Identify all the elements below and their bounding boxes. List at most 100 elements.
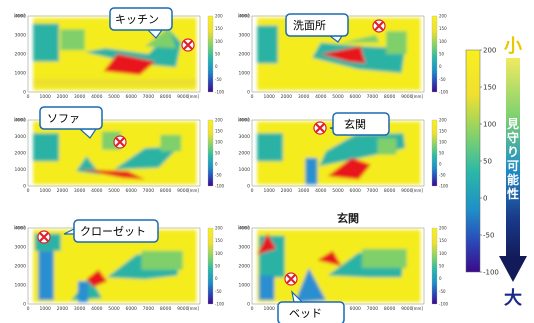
y-tick-label: 0 xyxy=(247,90,250,96)
y-tick-label: 4000 xyxy=(239,14,251,20)
x-tick-label: 7000 xyxy=(143,306,155,312)
arrow-shaft xyxy=(506,58,520,258)
panel-colorbar-tick: -50 xyxy=(439,77,446,82)
x-tick-label: 0 xyxy=(251,306,254,312)
region-red xyxy=(86,269,108,287)
y-tick-label: 4000 xyxy=(15,118,27,124)
region-green xyxy=(141,250,183,270)
x-tick-label: 9000 xyxy=(177,94,189,100)
region-blue xyxy=(38,250,54,301)
x-tick-label: 2000 xyxy=(57,94,69,100)
x-tick-label: 2000 xyxy=(57,306,69,312)
y-tick-label: 3000 xyxy=(239,245,251,251)
panel-colorbar-tick: 0 xyxy=(439,162,442,167)
panel-colorbar-tick: -100 xyxy=(215,90,225,95)
region-red xyxy=(327,157,371,180)
panel-colorbar-tick: -50 xyxy=(439,173,446,178)
panel-colorbar-tick: 0 xyxy=(439,64,442,69)
panel-colorbar-tick: 200 xyxy=(215,14,223,19)
panel-colorbar-tick: 200 xyxy=(215,226,223,231)
region-blue xyxy=(295,267,326,303)
x-tick-label: 8000 xyxy=(160,188,172,194)
x-unit-label: [mm] xyxy=(412,94,423,99)
region-green xyxy=(145,27,176,49)
y-tick-label: 0 xyxy=(247,302,250,308)
panel-colorbar xyxy=(431,119,438,187)
panel-colorbar-tick: -100 xyxy=(439,90,449,95)
x-tick-label: 5000 xyxy=(108,306,120,312)
legend-bottom-label: 大 xyxy=(504,287,522,309)
y-tick-label: 2000 xyxy=(15,264,27,270)
y-tick-label: 2000 xyxy=(15,52,27,58)
y-tick-label: 4000 xyxy=(239,118,251,124)
region-teal xyxy=(33,133,59,162)
panel-colorbar-tick: 50 xyxy=(215,151,221,156)
y-tick-label: 1000 xyxy=(239,283,251,289)
x-tick-label: 4000 xyxy=(315,188,327,194)
colorbar-tick-label: 50 xyxy=(483,158,492,166)
y-tick-label: 3000 xyxy=(239,134,251,140)
x-tick-label: 1000 xyxy=(39,306,51,312)
y-unit-label: [mm] xyxy=(238,225,249,230)
panel-colorbar-tick: 0 xyxy=(215,162,218,167)
callout-label: ソファ xyxy=(47,112,80,125)
region-blue xyxy=(77,281,89,303)
x-tick-label: 8000 xyxy=(384,94,396,100)
x-tick-label: 4000 xyxy=(315,94,327,100)
panel-colorbar-tick: 50 xyxy=(215,264,221,269)
panel-colorbar-tick: 150 xyxy=(439,26,447,31)
x-tick-label: 8000 xyxy=(160,306,172,312)
panel-colorbar-tick: -100 xyxy=(439,302,449,307)
x-tick-label: 9000 xyxy=(401,94,413,100)
y-unit-label: [mm] xyxy=(238,117,249,122)
heatmap-field xyxy=(257,17,421,91)
x-tick-label: 3000 xyxy=(298,188,310,194)
x-tick-label: 9000 xyxy=(401,188,413,194)
legend-axis-label-char: 性 xyxy=(506,186,519,201)
x-tick-label: 9000 xyxy=(401,306,413,312)
heatmap-field xyxy=(257,121,421,185)
region-red xyxy=(320,46,366,64)
x-tick-label: 0 xyxy=(27,94,30,100)
x-tick-label: 3000 xyxy=(74,306,86,312)
arrow-head xyxy=(499,256,527,282)
x-tick-label: 6000 xyxy=(349,188,361,194)
y-tick-label: 0 xyxy=(247,184,250,190)
y-tick-label: 4000 xyxy=(239,226,251,232)
panel-colorbar-tick: 200 xyxy=(439,118,447,123)
colorbar-tick-label: -100 xyxy=(483,269,499,277)
marker-cross xyxy=(286,274,296,284)
callout-box xyxy=(332,112,390,136)
sensor-marker xyxy=(372,19,386,33)
sensor-marker xyxy=(113,135,127,149)
region-yellow xyxy=(33,78,197,87)
colorbar-gradient xyxy=(465,49,481,273)
y-tick-label: 4000 xyxy=(15,14,27,20)
x-tick-label: 7000 xyxy=(367,188,379,194)
x-tick-label: 1000 xyxy=(263,188,275,194)
panel-colorbar xyxy=(431,227,438,305)
x-tick-label: 9000 xyxy=(177,188,189,194)
y-tick-label: 0 xyxy=(23,302,26,308)
callout-box xyxy=(39,106,103,130)
region-blue xyxy=(258,275,275,301)
colorbar-tick-label: 200 xyxy=(483,47,496,55)
x-unit-label: [mm] xyxy=(188,94,199,99)
y-tick-label: 2000 xyxy=(15,151,27,157)
panel-colorbar-tick: 0 xyxy=(439,276,442,281)
y-tick-label: 4000 xyxy=(15,226,27,232)
panel-colorbar xyxy=(207,227,214,305)
callout-box xyxy=(73,219,159,243)
legend-top-label: 小 xyxy=(504,36,522,57)
region-red xyxy=(317,250,342,266)
panel-colorbar-tick: -100 xyxy=(215,302,225,307)
x-tick-label: 5000 xyxy=(108,188,120,194)
y-tick-label: 0 xyxy=(23,184,26,190)
x-tick-label: 0 xyxy=(27,306,30,312)
callout-label: 玄関 xyxy=(344,117,366,131)
region-teal xyxy=(33,23,59,62)
panel-colorbar-tick: -100 xyxy=(215,184,225,189)
y-unit-label: [mm] xyxy=(14,225,25,230)
panel-colorbar-tick: 200 xyxy=(215,118,223,123)
